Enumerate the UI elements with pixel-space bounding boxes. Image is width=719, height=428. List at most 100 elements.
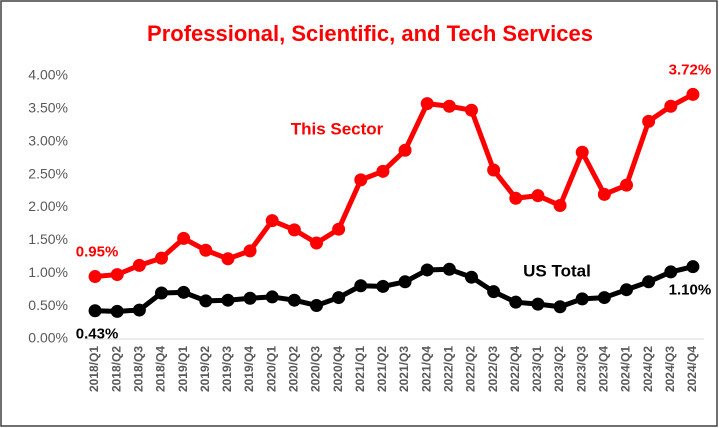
point-marker bbox=[398, 143, 412, 157]
y-tick-label: 0.50% bbox=[28, 297, 68, 313]
point-marker bbox=[199, 294, 213, 308]
point-marker bbox=[110, 304, 124, 318]
point-marker bbox=[442, 262, 456, 276]
point-marker bbox=[597, 187, 611, 201]
x-tick-label: 2022/Q3 bbox=[486, 346, 500, 392]
point-marker bbox=[420, 97, 434, 111]
point-marker bbox=[553, 300, 567, 314]
point-marker bbox=[354, 279, 368, 293]
series-line bbox=[94, 92, 695, 280]
x-tick-label: 2018/Q4 bbox=[154, 346, 168, 392]
point-marker bbox=[265, 290, 279, 304]
x-tick-label: 2022/Q4 bbox=[508, 346, 522, 392]
chart-title: Professional, Scientific, and Tech Servi… bbox=[147, 21, 593, 46]
y-tick-label: 0.00% bbox=[28, 330, 68, 346]
x-tick-label: 2020/Q3 bbox=[309, 346, 323, 392]
x-tick-label: 2022/Q2 bbox=[464, 346, 478, 392]
point-marker bbox=[88, 304, 102, 318]
point-marker bbox=[642, 275, 656, 289]
point-marker bbox=[354, 173, 368, 187]
point-marker bbox=[531, 189, 545, 203]
x-tick-label: 2020/Q2 bbox=[287, 346, 301, 392]
point-marker bbox=[177, 231, 191, 245]
point-marker bbox=[487, 285, 501, 299]
series-label: This Sector bbox=[291, 119, 384, 138]
y-tick-label: 1.50% bbox=[28, 231, 68, 247]
point-marker bbox=[597, 291, 611, 305]
point-marker bbox=[664, 99, 678, 113]
point-marker bbox=[155, 286, 168, 300]
data-label: 0.43% bbox=[76, 326, 119, 343]
data-label: 0.95% bbox=[76, 244, 119, 261]
point-marker bbox=[287, 223, 301, 237]
point-marker bbox=[442, 99, 456, 113]
point-marker bbox=[420, 263, 434, 277]
point-marker bbox=[332, 291, 346, 305]
y-tick-label: 2.00% bbox=[28, 198, 68, 214]
point-marker bbox=[110, 268, 124, 282]
point-marker bbox=[243, 291, 257, 305]
y-tick-label: 2.50% bbox=[28, 165, 68, 181]
x-tick-label: 2021/Q4 bbox=[419, 346, 433, 392]
x-tick-label: 2023/Q4 bbox=[597, 346, 611, 392]
point-marker bbox=[575, 292, 589, 306]
x-tick-label: 2019/Q3 bbox=[220, 346, 234, 392]
x-tick-label: 2020/Q1 bbox=[264, 346, 278, 392]
point-marker bbox=[177, 285, 191, 299]
point-marker bbox=[88, 270, 102, 284]
y-tick-label: 3.00% bbox=[28, 132, 68, 148]
point-marker bbox=[620, 283, 633, 297]
point-marker bbox=[509, 191, 523, 205]
point-marker bbox=[376, 164, 390, 178]
point-marker bbox=[287, 293, 301, 307]
point-marker bbox=[664, 265, 678, 279]
x-tick-label: 2018/Q2 bbox=[109, 346, 123, 392]
x-tick-label: 2022/Q1 bbox=[442, 346, 456, 392]
point-marker bbox=[155, 251, 168, 265]
x-tick-label: 2018/Q1 bbox=[87, 346, 101, 392]
data-label: 1.10% bbox=[669, 282, 712, 299]
x-tick-label: 2024/Q4 bbox=[685, 346, 699, 392]
point-marker bbox=[199, 243, 213, 257]
y-tick-label: 1.00% bbox=[28, 264, 68, 280]
y-tick-label: 4.00% bbox=[28, 67, 68, 83]
point-marker bbox=[553, 199, 567, 213]
point-marker bbox=[465, 270, 478, 284]
point-marker bbox=[686, 87, 700, 101]
x-tick-label: 2021/Q2 bbox=[375, 346, 389, 392]
point-marker bbox=[132, 258, 146, 272]
point-marker bbox=[686, 260, 700, 274]
point-marker bbox=[243, 244, 257, 258]
x-tick-label: 2021/Q1 bbox=[353, 346, 367, 392]
x-tick-label: 2024/Q1 bbox=[619, 346, 633, 392]
x-tick-label: 2023/Q1 bbox=[530, 346, 544, 392]
x-tick-label: 2018/Q3 bbox=[132, 346, 146, 392]
x-tick-label: 2020/Q4 bbox=[331, 346, 345, 392]
point-marker bbox=[642, 114, 656, 128]
point-marker bbox=[575, 145, 589, 159]
point-marker bbox=[132, 303, 146, 317]
x-tick-label: 2021/Q3 bbox=[397, 346, 411, 392]
x-tick-label: 2023/Q2 bbox=[552, 346, 566, 392]
x-tick-label: 2024/Q3 bbox=[663, 346, 677, 392]
point-marker bbox=[620, 178, 633, 192]
point-marker bbox=[221, 293, 235, 307]
point-marker bbox=[509, 295, 523, 309]
point-marker bbox=[465, 103, 478, 117]
point-marker bbox=[310, 236, 323, 250]
series-label: US Total bbox=[523, 261, 591, 280]
x-tick-label: 2019/Q1 bbox=[176, 346, 190, 392]
point-marker bbox=[310, 298, 323, 312]
y-tick-label: 3.50% bbox=[28, 100, 68, 116]
data-label: 3.72% bbox=[669, 61, 712, 78]
series-line bbox=[94, 264, 694, 314]
x-tick-label: 2023/Q3 bbox=[574, 346, 588, 392]
point-marker bbox=[398, 275, 412, 289]
x-tick-label: 2019/Q4 bbox=[242, 346, 256, 392]
x-tick-label: 2024/Q2 bbox=[641, 346, 655, 392]
point-marker bbox=[221, 252, 235, 266]
point-marker bbox=[376, 279, 390, 293]
point-marker bbox=[332, 222, 346, 236]
